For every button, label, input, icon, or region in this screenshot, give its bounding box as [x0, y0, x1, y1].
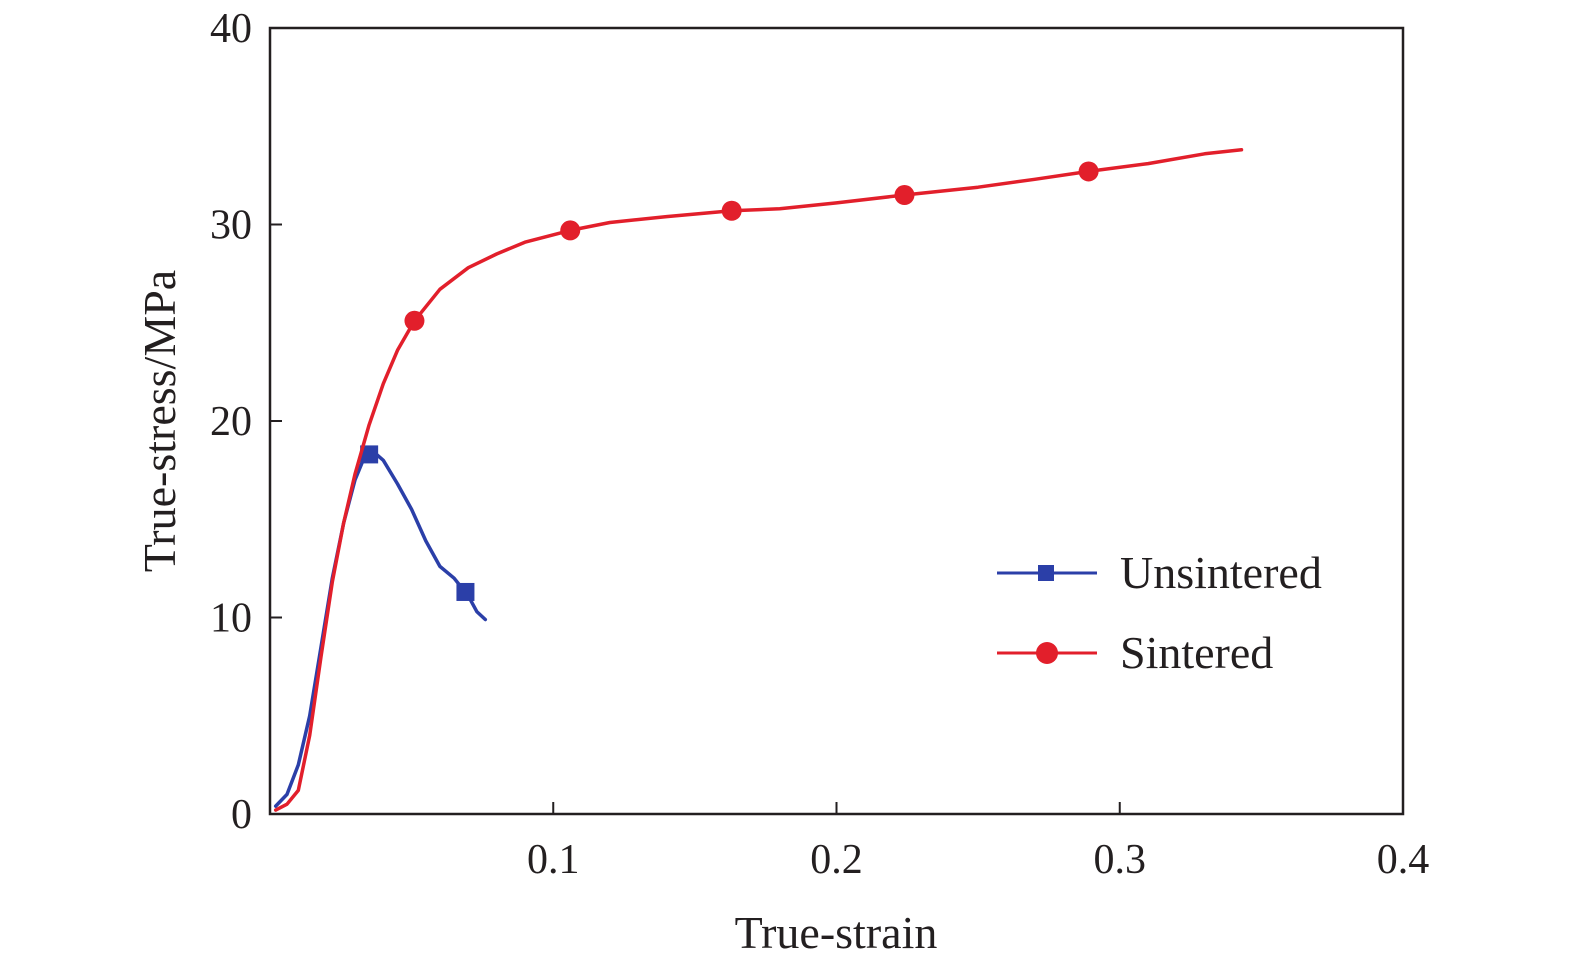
y-tick-label: 20	[210, 399, 252, 445]
sintered-series-line	[273, 148, 1244, 812]
y-tick-label: 30	[210, 203, 252, 249]
y-tick-label: 0	[231, 792, 252, 838]
y-axis: 0 10 20 30 40	[210, 6, 282, 838]
x-tick-label: 0.1	[527, 837, 580, 883]
unsintered-data-point	[360, 445, 379, 464]
sintered-data-point	[560, 220, 581, 241]
sintered-data-point	[404, 310, 425, 331]
x-axis-title: True-strain	[735, 907, 938, 958]
x-tick-label: 0.3	[1094, 837, 1147, 883]
legend-sintered-label: Sintered	[1120, 627, 1273, 678]
legend-unsintered-label: Unsintered	[1120, 547, 1322, 598]
legend-sintered-marker	[1036, 642, 1058, 664]
x-axis: 0.1 0.2 0.3 0.4	[527, 802, 1429, 883]
sintered-data-point	[1078, 161, 1099, 182]
x-tick-label: 0.2	[810, 837, 863, 883]
y-axis-title: True-stress/MPa	[134, 270, 185, 572]
legend-unsintered-marker	[1038, 565, 1054, 581]
sintered-data-point	[721, 200, 742, 221]
sintered-data-point	[894, 185, 915, 206]
y-tick-label: 10	[210, 596, 252, 642]
x-tick-label: 0.4	[1377, 837, 1430, 883]
unsintered-data-point	[456, 582, 475, 601]
plot-frame	[268, 26, 1405, 816]
series-layer	[273, 148, 1244, 812]
y-tick-label: 40	[210, 6, 252, 52]
legend: Unsintered Sintered	[997, 547, 1322, 678]
